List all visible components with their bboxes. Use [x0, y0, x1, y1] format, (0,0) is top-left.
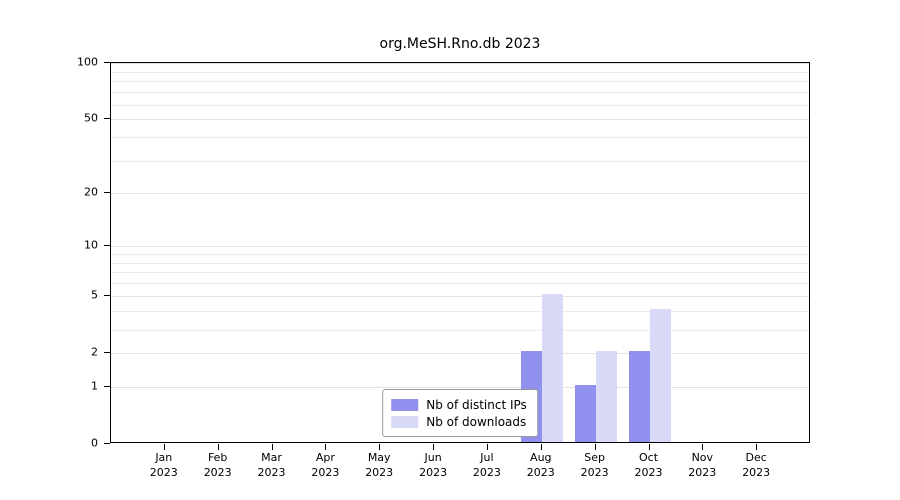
x-tick-year: 2023: [311, 466, 340, 479]
chart-title: org.MeSH.Rno.db 2023: [379, 36, 541, 52]
x-tick-label: Jan 2023: [140, 450, 188, 480]
x-tick-mark: [648, 444, 650, 450]
y-gridline: [111, 272, 809, 274]
x-tick-year: 2023: [634, 466, 663, 479]
y-tick-label: 0: [91, 436, 98, 450]
legend-swatch-icon: [391, 398, 419, 411]
y-gridline: [111, 63, 809, 64]
y-gridline: [111, 353, 809, 355]
x-tick-mark: [594, 444, 596, 450]
x-tick-label: May 2023: [355, 450, 403, 480]
x-tick-mark: [756, 444, 758, 450]
x-tick-month: Oct: [638, 451, 659, 464]
x-tick-month: Dec: [745, 451, 767, 464]
x-tick-month: Aug: [530, 451, 552, 464]
y-gridline: [111, 311, 809, 313]
x-tick-month: Mar: [261, 451, 282, 464]
legend-label: Nb of distinct IPs: [426, 397, 527, 412]
y-tick-label: 10: [84, 238, 98, 252]
y-gridline: [111, 262, 809, 264]
y-tick-mark: [104, 385, 110, 387]
bar: [628, 351, 650, 442]
y-gridline: [111, 71, 809, 73]
x-tick-month: May: [367, 451, 391, 464]
x-tick-year: 2023: [365, 466, 394, 479]
legend-row: Nb of downloads: [391, 413, 527, 430]
y-tick-label: 20: [84, 185, 98, 199]
y-gridline: [111, 386, 809, 388]
y-gridline: [111, 137, 809, 139]
x-tick-label: Sep 2023: [571, 450, 619, 480]
x-tick-label: Apr 2023: [301, 450, 349, 480]
legend-swatch-icon: [391, 415, 419, 428]
x-tick-year: 2023: [688, 466, 717, 479]
y-gridline: [111, 119, 809, 121]
x-tick-label: Jul 2023: [463, 450, 511, 480]
x-tick-month: Nov: [691, 451, 714, 464]
x-tick-year: 2023: [203, 466, 232, 479]
y-tick-mark: [104, 245, 110, 246]
legend-label: Nb of downloads: [426, 414, 527, 429]
x-tick-mark: [379, 444, 381, 450]
x-tick-year: 2023: [149, 466, 178, 479]
x-tick-mark: [217, 444, 219, 450]
x-tick-mark: [163, 444, 165, 450]
x-tick-month: Jan: [155, 451, 173, 464]
x-tick-mark: [702, 444, 704, 450]
x-tick-label: Aug 2023: [517, 450, 565, 480]
x-tick-year: 2023: [257, 466, 286, 479]
y-tick-label: 1: [91, 379, 98, 393]
y-gridline: [111, 160, 809, 162]
y-tick-mark: [104, 443, 110, 444]
x-tick-label: Nov 2023: [678, 450, 726, 480]
x-tick-month: Apr: [315, 451, 335, 464]
legend: Nb of distinct IPs Nb of downloads: [382, 389, 538, 437]
y-tick-mark: [104, 118, 110, 120]
bar: [649, 309, 671, 442]
x-tick-mark: [540, 444, 542, 450]
x-tick-month: Jun: [424, 451, 442, 464]
legend-row: Nb of distinct IPs: [391, 396, 527, 413]
y-tick-label: 50: [84, 111, 98, 125]
x-tick-label: Dec 2023: [732, 450, 780, 480]
x-tick-mark: [486, 444, 488, 450]
x-tick-mark: [433, 444, 435, 450]
y-gridline: [111, 92, 809, 94]
x-tick-label: Oct 2023: [625, 450, 673, 480]
y-gridline: [111, 192, 809, 194]
x-tick-year: 2023: [472, 466, 501, 479]
bar: [541, 294, 563, 442]
x-tick-year: 2023: [419, 466, 448, 479]
x-tick-mark: [325, 444, 327, 450]
y-gridline: [111, 296, 809, 298]
x-tick-month: Feb: [207, 451, 228, 464]
y-tick-mark: [104, 62, 110, 63]
x-tick-label: Jun 2023: [409, 450, 457, 480]
y-tick-mark: [104, 352, 110, 354]
x-tick-mark: [271, 444, 273, 450]
y-gridline: [111, 283, 809, 285]
x-tick-month: Sep: [584, 451, 605, 464]
x-tick-label: Feb 2023: [194, 450, 242, 480]
y-gridline: [111, 81, 809, 83]
bar: [574, 384, 596, 442]
x-tick-year: 2023: [742, 466, 771, 479]
y-gridline: [111, 329, 809, 331]
x-tick-label: Mar 2023: [248, 450, 296, 480]
y-gridline: [111, 104, 809, 106]
y-tick-label: 100: [77, 55, 98, 69]
x-tick-year: 2023: [580, 466, 609, 479]
y-gridline: [111, 246, 809, 247]
bar: [595, 351, 617, 442]
y-tick-label: 5: [91, 288, 98, 302]
y-gridline: [111, 253, 809, 255]
y-tick-mark: [104, 295, 110, 297]
y-tick-label: 2: [91, 345, 98, 359]
y-tick-mark: [104, 191, 110, 193]
x-tick-year: 2023: [526, 466, 555, 479]
plot-area: Nb of distinct IPs Nb of downloads: [110, 62, 810, 443]
x-tick-month: Jul: [480, 451, 494, 464]
